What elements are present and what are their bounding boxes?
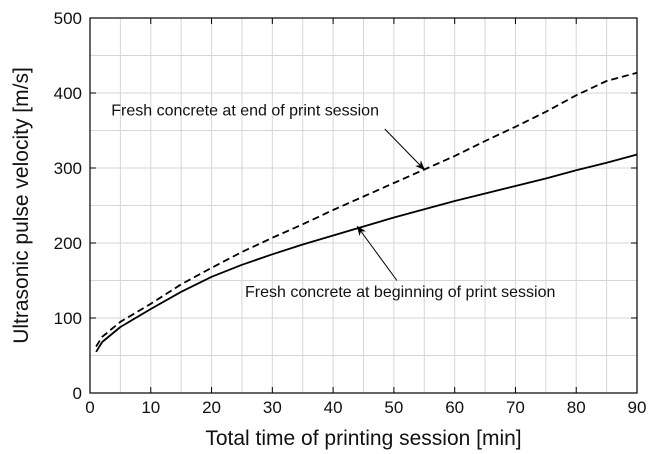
x-tick-label: 50: [384, 398, 403, 417]
annotation-label-1: Fresh concrete at beginning of print ses…: [245, 284, 555, 301]
x-tick-label: 90: [628, 398, 647, 417]
x-tick-label: 60: [445, 398, 464, 417]
y-axis-title: Ultrasonic pulse velocity [m/s]: [10, 67, 33, 344]
y-tick-label: 500: [54, 9, 82, 28]
annotation-label-0: Fresh concrete at end of print session: [111, 103, 379, 120]
x-tick-label: 80: [567, 398, 586, 417]
axes: 0 10 20 30 40 50 60 70 80 90 0 100 200 300 400 500: [54, 9, 647, 417]
x-tick-label: 40: [324, 398, 343, 417]
x-tick-label: 30: [263, 398, 282, 417]
y-tick-label: 100: [54, 309, 82, 328]
x-tick-label: 10: [141, 398, 160, 417]
y-tick-label: 400: [54, 84, 82, 103]
annotation-arrow-0: [384, 128, 425, 171]
y-tick-label: 200: [54, 234, 82, 253]
plot-frame: [89, 17, 638, 394]
y-tick-label: 0: [73, 384, 82, 403]
annotation-layer: Fresh concrete at end of print session Fr…: [111, 103, 555, 302]
y-tick-label: 300: [54, 159, 82, 178]
x-tick-label: 20: [202, 398, 221, 417]
grid: [90, 18, 637, 393]
series-layer: [95, 71, 638, 353]
x-tick-label: 0: [85, 398, 94, 417]
annotation-arrow-1: [356, 225, 398, 281]
series-line-solid: [95, 153, 638, 353]
x-tick-label: 70: [506, 398, 525, 417]
x-axis-title: Total time of printing session [min]: [205, 427, 521, 450]
series-line-dashed: [95, 71, 638, 347]
